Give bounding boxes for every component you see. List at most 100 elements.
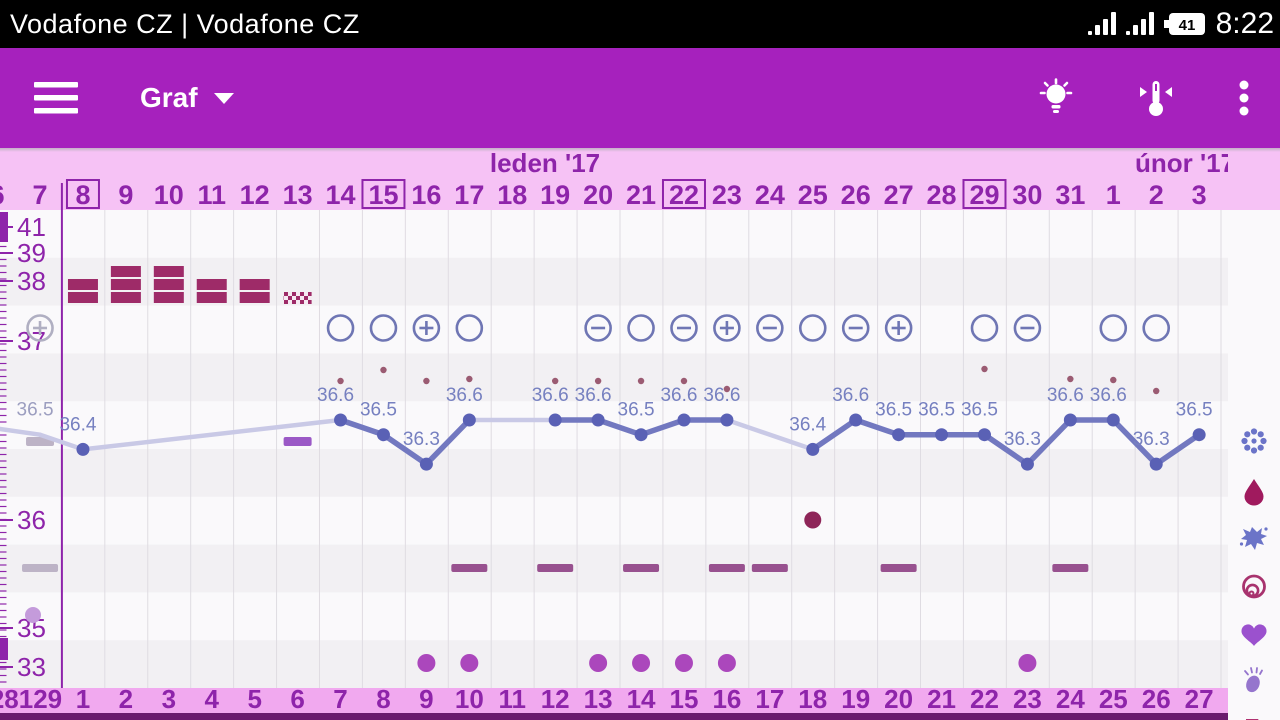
- temp-line: [1024, 417, 1074, 467]
- day-label[interactable]: 12: [240, 180, 270, 210]
- temp-value-label: 36.6: [317, 385, 354, 406]
- day-label[interactable]: 24: [755, 180, 785, 210]
- menstruation-block: [67, 279, 98, 290]
- day-label[interactable]: 7: [33, 180, 48, 210]
- day-label[interactable]: 11: [197, 180, 226, 210]
- circle-marker: [369, 314, 398, 342]
- menstruation-block: [196, 292, 227, 303]
- circle-marker: [26, 314, 54, 342]
- cycle-day-label: 27: [1185, 684, 1214, 714]
- small-dot-marker: [551, 377, 559, 385]
- temp-value-label: 36.6: [1090, 385, 1127, 406]
- day-label[interactable]: 15: [368, 180, 398, 210]
- day-label[interactable]: 29: [969, 180, 999, 210]
- cycle-day-label: 8: [376, 684, 390, 714]
- circle-marker: [1013, 314, 1042, 342]
- menstruation-block: [153, 292, 184, 303]
- temp-point: [1192, 428, 1206, 442]
- day-label[interactable]: 3: [1192, 180, 1207, 210]
- temp-line: [638, 417, 687, 438]
- overflow-icon[interactable]: [1238, 78, 1250, 118]
- small-dot-marker: [723, 385, 731, 393]
- day-label[interactable]: 30: [1012, 180, 1042, 210]
- axis-tick-label: 39: [17, 238, 46, 268]
- dash-marker: [623, 564, 660, 572]
- app-bar: Graf: [0, 48, 1280, 148]
- cycle-day-label: 10: [455, 684, 484, 714]
- ruler-block: [0, 638, 8, 660]
- temp-value-label: 36.4: [789, 414, 826, 435]
- page-title: Graf: [140, 82, 198, 113]
- day-label[interactable]: 21: [626, 180, 656, 210]
- temp-point: [334, 413, 348, 427]
- note-icon: [1246, 719, 1259, 720]
- spotting-block: [283, 292, 312, 304]
- cycle-day-label: 3: [162, 684, 176, 714]
- sunday-box: [361, 179, 406, 209]
- cycle-day-label: 9: [419, 684, 433, 714]
- battery-icon: 41: [1163, 13, 1205, 35]
- cycle-day-label: 6: [290, 684, 304, 714]
- lightbulb-icon[interactable]: [1038, 78, 1074, 118]
- battery-percent: 41: [1178, 17, 1195, 34]
- day-label[interactable]: 26: [841, 180, 871, 210]
- cycle-day-label: 16: [712, 684, 741, 714]
- dash-marker: [708, 564, 745, 572]
- menstruation-block: [110, 266, 141, 277]
- sunday-box: [661, 179, 706, 209]
- small-dot-marker: [423, 377, 430, 385]
- temp-value-label: 36.5: [17, 400, 54, 421]
- temp-line: [810, 417, 859, 453]
- droplet-icon: [1244, 479, 1264, 506]
- heart-icon: [1241, 624, 1267, 646]
- circle-marker: [326, 314, 355, 342]
- temp-line: [423, 417, 473, 467]
- temp-point: [720, 413, 734, 427]
- day-label[interactable]: 19: [540, 180, 570, 210]
- temp-point: [76, 442, 90, 456]
- temp-value-label: 36.5: [360, 400, 397, 421]
- temp-value-label: 36.5: [875, 400, 912, 421]
- day-label[interactable]: 17: [454, 180, 484, 210]
- menu-icon[interactable]: [34, 81, 78, 115]
- small-dot-marker: [337, 377, 344, 385]
- day-label[interactable]: 25: [798, 180, 828, 210]
- day-label[interactable]: 2: [1149, 180, 1164, 210]
- day-label[interactable]: 23: [712, 180, 742, 210]
- circle-marker: [627, 314, 655, 342]
- temp-line: [337, 417, 387, 438]
- chevron-down-icon: [213, 93, 234, 104]
- cycle-day-label: 17: [755, 684, 784, 714]
- view-selector[interactable]: Graf: [140, 82, 236, 114]
- dash-marker: [537, 564, 574, 572]
- day-label[interactable]: 18: [497, 180, 527, 210]
- day-label[interactable]: 13: [283, 180, 313, 210]
- small-dot-marker: [637, 377, 645, 385]
- day-label[interactable]: 31: [1055, 180, 1085, 210]
- temp-value-label: 36.6: [703, 385, 740, 406]
- cycle-day-label: 13: [584, 684, 613, 714]
- day-label[interactable]: 16: [411, 180, 441, 210]
- temp-point: [1106, 413, 1120, 427]
- day-label[interactable]: 14: [326, 180, 356, 210]
- bottom-dot-marker: [717, 654, 736, 672]
- day-label[interactable]: 22: [669, 180, 699, 210]
- day-label[interactable]: 9: [118, 180, 133, 210]
- temp-point: [1063, 413, 1077, 427]
- temp-value-label: 36.5: [618, 400, 655, 421]
- day-label[interactable]: 1: [1106, 180, 1121, 210]
- thermometer-icon[interactable]: [1138, 78, 1174, 118]
- cycle-day-label: 11: [499, 684, 527, 714]
- carrier-label: Vodafone CZ | Vodafone CZ: [10, 8, 360, 39]
- day-label[interactable]: 8: [75, 180, 90, 210]
- day-label[interactable]: 20: [583, 180, 613, 210]
- day-label[interactable]: 6: [0, 180, 5, 210]
- axis-tick-label: 36: [17, 505, 46, 535]
- day-label[interactable]: 28: [927, 180, 957, 210]
- day-label[interactable]: 27: [884, 180, 914, 210]
- day-label[interactable]: 10: [154, 180, 184, 210]
- temp-line-faded: [0, 426, 43, 437]
- dash-marker: [22, 564, 59, 572]
- sunday-box: [65, 179, 100, 209]
